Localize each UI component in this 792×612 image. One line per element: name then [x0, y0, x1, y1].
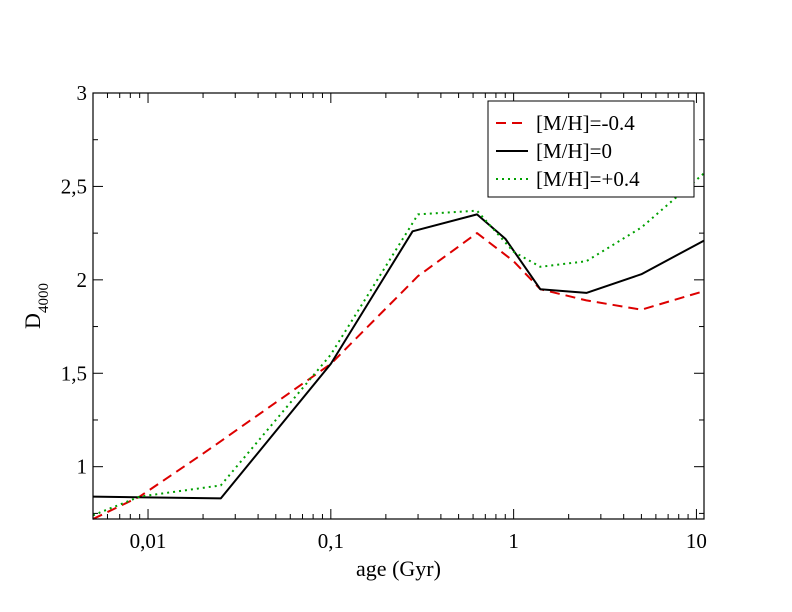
- x-axis-title: age (Gyr): [356, 556, 441, 581]
- legend-label-2: [M/H]=0: [536, 139, 612, 163]
- tick-marks: [92, 92, 704, 519]
- series-line-2: [92, 213, 705, 500]
- y-axis-title: D4000: [20, 283, 52, 329]
- legend: [M/H]=-0.4 [M/H]=0 [M/H]=+0.4: [487, 100, 695, 198]
- series-line-3: [92, 172, 705, 517]
- y-tick-label: 1,5: [61, 361, 87, 385]
- x-tick-label: 10: [686, 529, 707, 553]
- x-tick-label: 1: [508, 529, 519, 553]
- x-tick-label: 0,1: [318, 529, 344, 553]
- y-tick-labels: 1 1,5 2 2,5 3: [61, 81, 87, 479]
- y-tick-label: 2: [77, 268, 88, 292]
- x-tick-labels: 0,01 0,1 1 10: [130, 529, 707, 553]
- legend-label-3: [M/H]=+0.4: [536, 167, 640, 191]
- series-line-1: [92, 232, 705, 520]
- y-axis-title-main: D: [20, 313, 45, 329]
- plot-frame: [92, 92, 705, 520]
- y-tick-label: 1: [77, 455, 88, 479]
- legend-box: [487, 100, 695, 198]
- y-tick-label: 2,5: [61, 174, 87, 198]
- legend-label-1: [M/H]=-0.4: [536, 111, 635, 135]
- series-layer: [92, 172, 705, 520]
- y-tick-label: 3: [77, 81, 88, 105]
- y-axis-title-subscript: 4000: [36, 283, 52, 313]
- x-tick-label: 0,01: [130, 529, 167, 553]
